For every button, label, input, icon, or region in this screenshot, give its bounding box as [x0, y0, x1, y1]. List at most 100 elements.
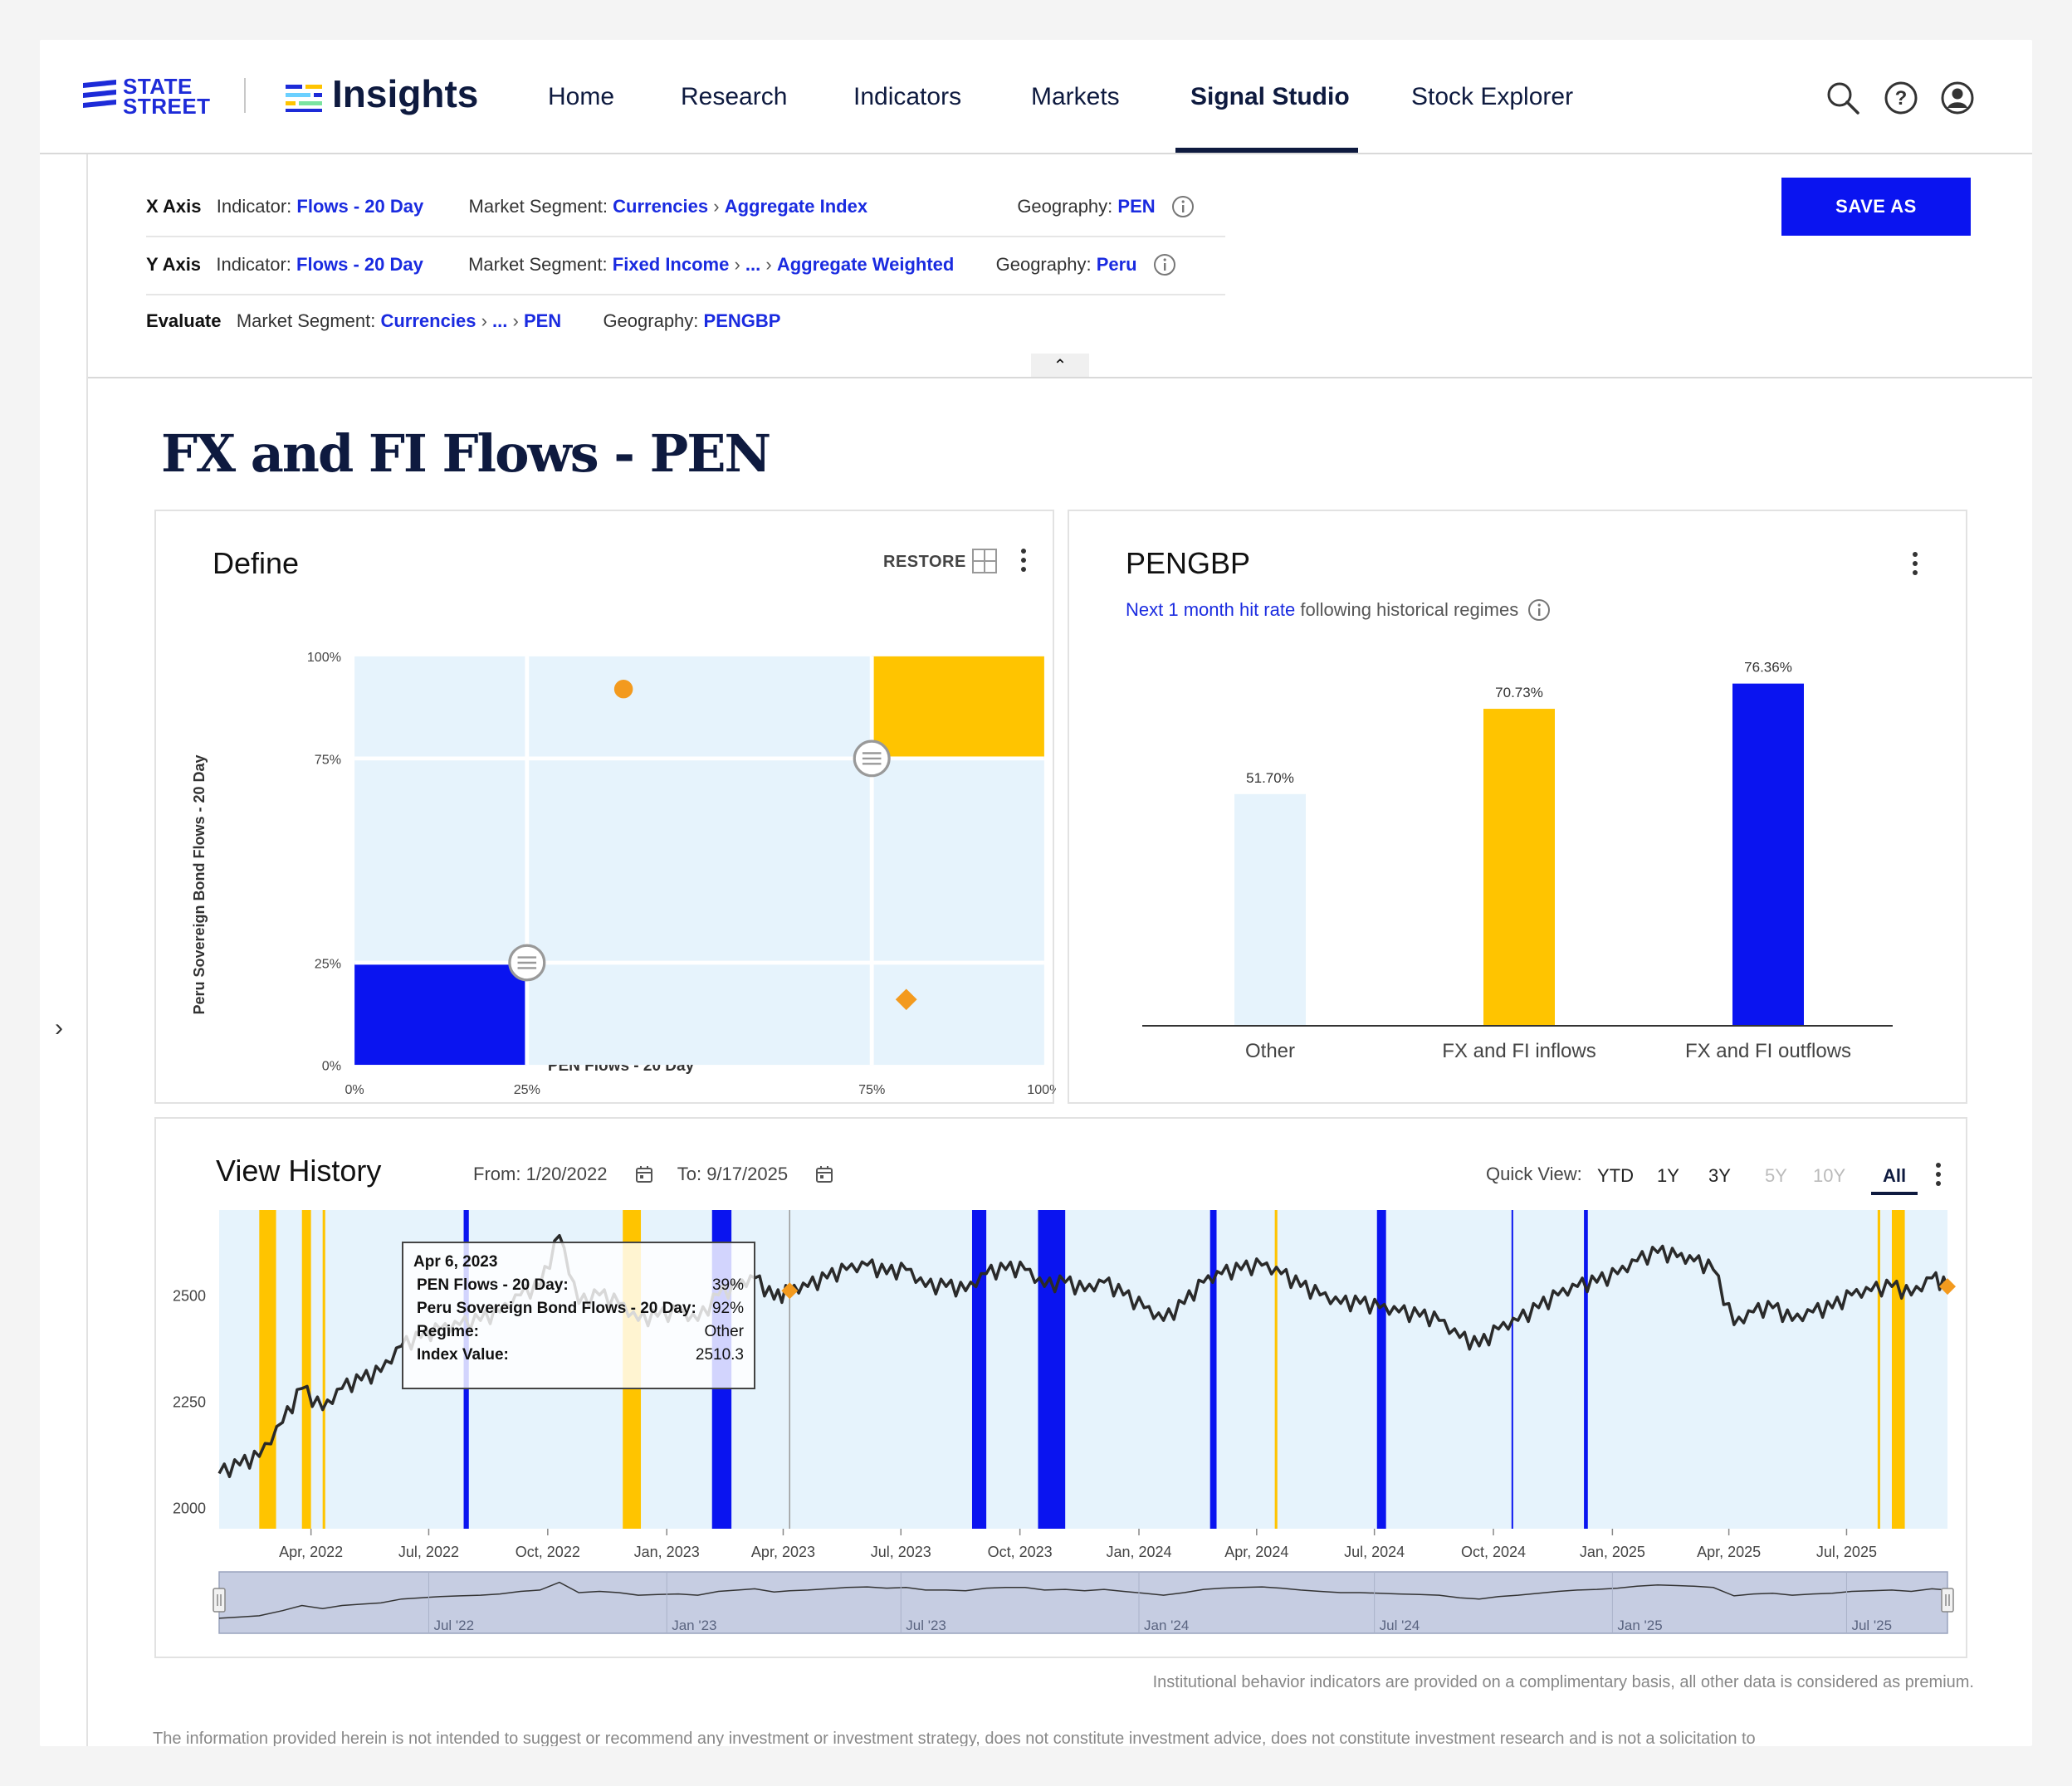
state-street-logo-icon[interactable] [81, 76, 214, 118]
config-divider [146, 294, 1225, 295]
hit-rate-more-options-icon[interactable] [1911, 549, 1919, 579]
define-more-options-icon[interactable] [1019, 546, 1028, 576]
navigator-tick-label: Jan '25 [1617, 1618, 1662, 1633]
regime-band-inflow [1891, 1210, 1905, 1529]
regime-band-inflow [1274, 1210, 1278, 1529]
y-geography-value[interactable]: Peru [1096, 254, 1137, 275]
y-segment-level3[interactable]: Aggregate Weighted [776, 254, 955, 275]
tooltip-value: Other [704, 1323, 744, 1340]
x-segment-label: Market Segment: [468, 196, 608, 217]
expand-sidebar-chevron-icon[interactable]: › [55, 1014, 63, 1042]
navigator-handle-icon[interactable] [1941, 1588, 1954, 1613]
nav-indicators[interactable]: Indicators [853, 83, 962, 110]
y-axis-key: Y Axis [146, 254, 202, 275]
quick-view-5y[interactable]: 5Y [1765, 1165, 1787, 1186]
bar-category-label: Other [1245, 1040, 1295, 1062]
quick-view-1y[interactable]: 1Y [1657, 1165, 1679, 1186]
brand-product[interactable]: Insights [332, 72, 479, 115]
history-more-options-icon[interactable] [1934, 1160, 1942, 1190]
evaluate-key: Evaluate [146, 310, 222, 331]
info-icon[interactable] [1152, 252, 1177, 277]
bar-value-label: 51.70% [1246, 770, 1294, 786]
define-title: Define [213, 546, 300, 580]
navigator-handle-icon[interactable] [213, 1588, 226, 1613]
x-segment-level2[interactable]: Aggregate Index [724, 196, 868, 217]
y-segment-level1[interactable]: Fixed Income [612, 254, 730, 275]
last-point-marker [1939, 1278, 1956, 1296]
quick-view-10y[interactable]: 10Y [1813, 1165, 1846, 1186]
evaluate-segment-ellipsis[interactable]: ... [492, 310, 508, 331]
define-point-circle [613, 680, 633, 699]
user-account-icon[interactable] [1939, 80, 1976, 116]
from-label: From: [473, 1164, 521, 1184]
bar-value-label: 70.73% [1495, 685, 1543, 700]
define-y-tick-label: 75% [315, 752, 341, 767]
evaluate-segment-level1[interactable]: Currencies [380, 310, 476, 331]
nav-markets[interactable]: Markets [1031, 83, 1120, 110]
threshold-drag-handle-icon[interactable] [853, 739, 891, 778]
define-quadrant-chart[interactable]: Peru Sovereign Bond Flows - 20 Day PEN F… [156, 511, 1056, 1105]
evaluate-segment-label: Market Segment: [236, 310, 376, 331]
restore-button[interactable]: RESTORE [883, 553, 966, 571]
x-segment-level1[interactable]: Currencies [613, 196, 709, 217]
define-y-axis-label: Peru Sovereign Bond Flows - 20 Day [191, 754, 208, 1014]
breadcrumb-chevron-icon: › [512, 310, 519, 331]
top-navigation: STATE STREET Insights Home Research Indi… [40, 40, 2032, 154]
y-indicator-value[interactable]: Flows - 20 Day [296, 254, 423, 275]
calendar-icon[interactable] [814, 1164, 834, 1184]
quick-view-3y[interactable]: 3Y [1708, 1165, 1731, 1186]
grid-toggle-icon[interactable] [971, 548, 998, 574]
history-x-tick-label: Jul, 2022 [398, 1544, 459, 1560]
bar-category-label: FX and FI inflows [1442, 1040, 1596, 1062]
collapse-panel-button[interactable]: ⌃ [1031, 354, 1089, 377]
brand-divider [244, 78, 246, 113]
evaluate-config: Evaluate Market Segment: Currencies › ..… [146, 310, 780, 332]
from-date-input[interactable]: 1/20/2022 [525, 1164, 608, 1184]
nav-home[interactable]: Home [548, 83, 615, 110]
search-icon[interactable] [1825, 80, 1861, 116]
define-card: Define RESTORE Peru Sovereign Bond Flows… [154, 510, 1056, 1105]
quick-view-all[interactable]: All [1871, 1165, 1918, 1195]
info-icon[interactable] [1527, 598, 1552, 622]
y-segment-ellipsis[interactable]: ... [745, 254, 761, 275]
date-range: From: 1/20/2022 To: 9/17/2025 [473, 1164, 834, 1185]
save-as-button[interactable]: SAVE AS [1781, 178, 1971, 236]
navigator-window [218, 1571, 1948, 1634]
x-indicator-value[interactable]: Flows - 20 Day [296, 196, 424, 217]
history-x-tick-label: Jan, 2023 [634, 1544, 700, 1560]
tooltip-label: PEN Flows - 20 Day: [417, 1276, 569, 1294]
x-geography-value[interactable]: PEN [1117, 196, 1156, 217]
help-icon[interactable]: ? [1883, 80, 1919, 116]
hit-rate-bar-chart[interactable]: 51.70% Other 70.73% FX and FI inflows 76.36%… [1069, 511, 1969, 1105]
info-icon[interactable] [1170, 194, 1195, 219]
x-geography-label: Geography: [1017, 196, 1113, 217]
calendar-icon[interactable] [634, 1164, 654, 1184]
brand-company-line2: STREET [123, 94, 211, 119]
panel-divider [88, 377, 2032, 378]
evaluate-geography-value[interactable]: PENGBP [703, 310, 781, 331]
define-x-tick-label: 25% [514, 1082, 540, 1097]
hit-rate-period-link[interactable]: Next 1 month hit rate [1126, 599, 1296, 620]
regime-band-inflow [1877, 1210, 1880, 1529]
define-y-tick-label: 100% [307, 650, 341, 665]
breadcrumb-chevron-icon: › [481, 310, 487, 331]
nav-signal-studio[interactable]: Signal Studio [1190, 83, 1350, 110]
nav-stock-explorer[interactable]: Stock Explorer [1411, 83, 1574, 110]
regime-band-inflow [259, 1210, 276, 1529]
history-line-chart[interactable]: 2000 2250 2500 Apr, 2022 Jul, 2022 Oct, 2022 J… [156, 1119, 1969, 1660]
bar-category-label: FX and FI outflows [1685, 1040, 1851, 1062]
regime-band-outflow [1584, 1210, 1588, 1529]
quick-view-label: Quick View: [1486, 1164, 1582, 1184]
threshold-drag-handle-icon[interactable] [508, 944, 546, 982]
tooltip-value: 39% [711, 1276, 744, 1294]
to-date-input[interactable]: 9/17/2025 [706, 1164, 789, 1184]
bar-1 [1483, 709, 1555, 1026]
quick-view-ytd[interactable]: YTD [1597, 1165, 1634, 1186]
history-y-tick-label: 2500 [173, 1287, 206, 1304]
premium-data-note: Institutional behavior indicators are pr… [1152, 1673, 1974, 1691]
x-indicator-label: Indicator: [216, 196, 292, 217]
nav-research[interactable]: Research [681, 83, 788, 110]
evaluate-segment-level3[interactable]: PEN [523, 310, 562, 331]
navigator-tick-label: Jan '24 [1144, 1618, 1189, 1633]
tooltip-row: Peru Sovereign Bond Flows - 20 Day: 92% [417, 1300, 744, 1318]
